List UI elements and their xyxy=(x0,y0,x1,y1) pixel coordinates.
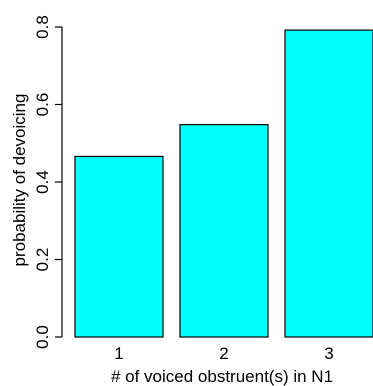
bars-group xyxy=(74,29,373,338)
y-tick-label: 0.8 xyxy=(33,15,52,39)
x-axis-labels: 1 2 3 xyxy=(114,344,333,363)
y-tick-label: 0.2 xyxy=(33,248,52,272)
bar-2 xyxy=(179,124,269,338)
x-tick-label: 1 xyxy=(114,344,123,363)
y-axis-title: probability of devoicing xyxy=(10,94,29,267)
x-tick-label: 2 xyxy=(219,344,228,363)
x-tick-label: 3 xyxy=(324,344,333,363)
y-tick-label: 0.0 xyxy=(33,325,52,349)
bar-1 xyxy=(74,155,164,338)
x-axis-title: # of voiced obstruent(s) in N1 xyxy=(111,367,333,386)
y-axis: 0.0 0.2 0.4 0.6 0.8 xyxy=(33,15,63,349)
y-tick-label: 0.4 xyxy=(33,170,52,194)
y-tick-label: 0.6 xyxy=(33,93,52,117)
bar-3 xyxy=(284,29,373,338)
